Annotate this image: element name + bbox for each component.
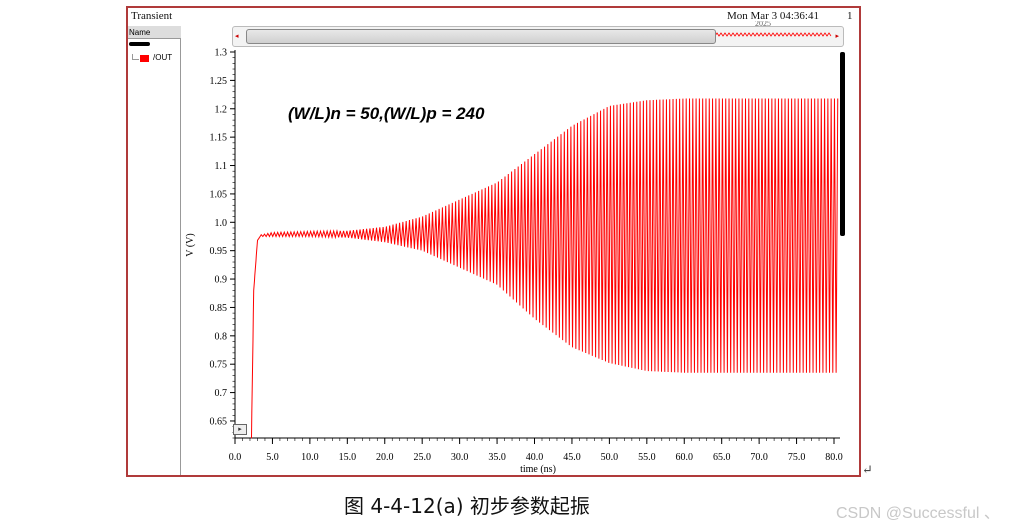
watermark: CSDN @Successful 、 [836,505,1000,522]
y-tick-label: 0.9 [215,275,228,286]
y-tick-label: 1.0 [215,218,228,229]
x-tick-label: 60.0 [676,452,694,463]
x-tick-label: 0.0 [229,452,242,463]
return-mark-icon: ↵ [862,462,873,477]
chart-annotation: (W/L)n = 50,(W/L)p = 240 [288,104,485,123]
legend-scroll-handle[interactable] [129,42,150,46]
tree-connector-icon [132,54,139,60]
y-axis-label: V (V) [185,233,196,256]
x-tick-label: 35.0 [488,452,506,463]
x-tick-label: 5.0 [266,452,279,463]
scroll-right-arrow-icon[interactable]: ▸ [835,32,839,40]
x-tick-label: 70.0 [750,452,768,463]
window-title: Transient [131,10,173,22]
y-tick-label: 0.8 [215,331,228,342]
legend-header[interactable]: Name [128,26,181,39]
y-tick-label: 1.15 [210,133,228,144]
zoom-fit-button[interactable]: ▸ [233,424,247,435]
y-tick-label: 0.85 [210,303,228,314]
x-tick-label: 75.0 [788,452,806,463]
vertical-scrollbar[interactable] [840,52,845,236]
y-tick-label: 0.7 [215,388,228,399]
y-tick-label: 0.75 [210,360,228,371]
page-number: 1 [847,10,853,22]
x-axis-label: time (ns) [520,464,556,475]
legend-swatch-out[interactable] [140,55,149,62]
y-tick-label: 1.25 [210,76,228,87]
timestamp: Mon Mar 3 04:36:41 [727,10,819,22]
legend-panel: Name /OUT [128,26,181,475]
y-tick-label: 1.1 [215,161,228,172]
out-trace [251,98,839,439]
y-tick-label: 1.05 [210,189,228,200]
figure-caption: 图 4-4-12(a) 初步参数起振 [344,494,590,518]
y-tick-label: 1.3 [215,48,228,59]
x-tick-label: 45.0 [563,452,581,463]
x-tick-label: 20.0 [376,452,394,463]
chart-axes: 0.65 0.7 0.75 0.8 0.85 0.9 0.95 1.0 1.05 1.1 1.15 1… [210,48,843,464]
x-tick-label: 55.0 [638,452,656,463]
x-tick-label: 30.0 [451,452,469,463]
y-tick-label: 0.95 [210,246,228,257]
x-tick-label: 80.0 [825,452,843,463]
x-tick-label: 65.0 [713,452,731,463]
x-tick-label: 50.0 [601,452,619,463]
time-overview-scrollbar[interactable]: ◂ ▸ [232,26,844,47]
x-tick-label: 10.0 [301,452,319,463]
x-tick-label: 40.0 [526,452,544,463]
y-tick-label: 1.2 [215,104,228,115]
scroll-left-arrow-icon[interactable]: ◂ [235,32,239,40]
x-tick-label: 15.0 [339,452,357,463]
y-tick-label: 0.65 [210,416,228,427]
x-tick-label: 25.0 [413,452,431,463]
timestamp-year: 2025 [755,21,771,26]
out-waveform [251,98,839,439]
legend-label-out[interactable]: /OUT [153,53,173,62]
scrollbar-thumb[interactable] [246,29,716,44]
